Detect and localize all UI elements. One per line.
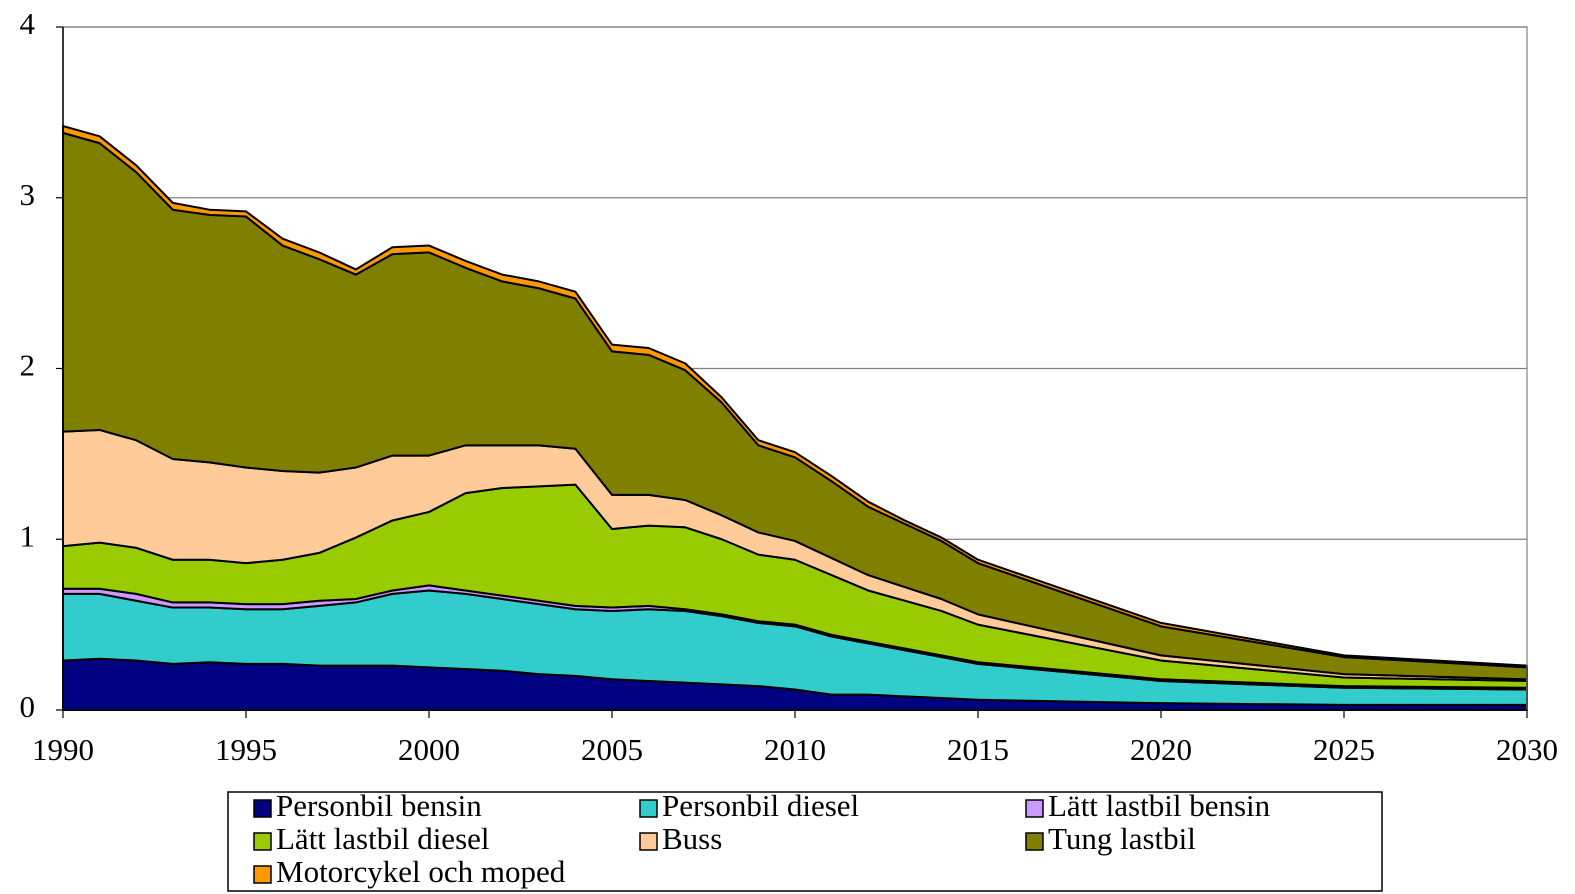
x-tick-label: 1995: [215, 732, 277, 767]
y-tick-label: 1: [20, 518, 36, 553]
legend-label: Personbil diesel: [662, 788, 859, 823]
x-tick-label: 1990: [32, 732, 94, 767]
legend-swatch: [1025, 799, 1044, 818]
legend-label: Buss: [662, 821, 722, 856]
x-tick-label: 2025: [1313, 732, 1375, 767]
legend-swatch: [639, 832, 658, 851]
legend-swatch: [1025, 832, 1044, 851]
x-tick-label: 2015: [947, 732, 1009, 767]
y-tick-label: 2: [20, 348, 36, 383]
legend-swatch: [253, 799, 272, 818]
legend-label: Motorcykel och moped: [276, 854, 566, 889]
x-tick-label: 2005: [581, 732, 643, 767]
legend-swatch: [253, 832, 272, 851]
legend-swatch: [639, 799, 658, 818]
legend-label: Tung lastbil: [1048, 821, 1196, 856]
y-tick-label: 0: [20, 689, 36, 724]
x-tick-label: 2020: [1130, 732, 1192, 767]
legend-label: Personbil bensin: [276, 788, 482, 823]
legend-label: Lätt lastbil bensin: [1048, 788, 1271, 823]
legend-swatch: [253, 865, 272, 884]
y-tick-label: 4: [20, 6, 36, 41]
legend-label: Lätt lastbil diesel: [276, 821, 490, 856]
x-tick-label: 2010: [764, 732, 826, 767]
legend-box: [227, 791, 1383, 892]
x-tick-label: 2030: [1496, 732, 1558, 767]
x-tick-label: 2000: [398, 732, 460, 767]
y-tick-label: 3: [20, 177, 36, 212]
